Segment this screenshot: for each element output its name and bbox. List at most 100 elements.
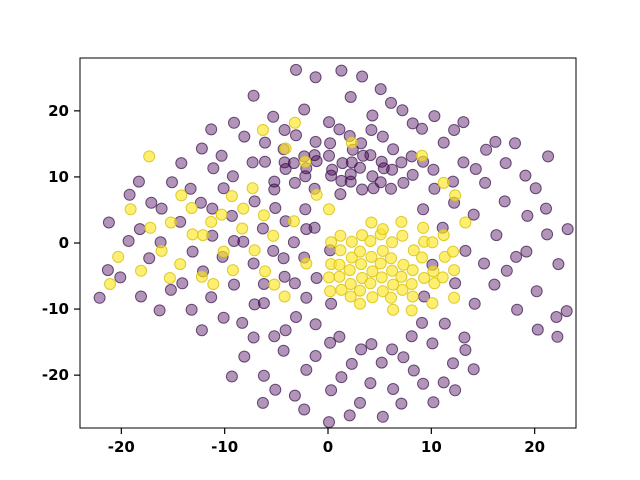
data-point-class-purple [336,157,349,170]
data-point-class-purple [480,143,493,156]
data-point-class-yellow [448,264,461,277]
data-point-class-yellow [197,229,209,242]
data-point-class-purple [542,150,555,163]
data-point-class-purple [509,137,521,150]
data-point-class-purple [236,316,249,329]
data-point-class-purple [226,170,239,183]
data-point-class-yellow [386,264,399,277]
data-point-class-purple [458,331,471,344]
data-point-class-purple [247,257,260,270]
data-point-class-yellow [395,215,408,228]
data-point-class-yellow [407,244,420,257]
data-point-class-yellow [396,229,409,242]
y-tick-label: 10 [48,168,69,186]
data-point-class-purple [490,229,503,242]
data-point-class-purple [405,330,418,343]
data-point-class-purple [397,351,410,364]
data-point-class-yellow [205,215,218,228]
data-point-class-purple [290,129,302,142]
data-point-class-purple [550,311,563,323]
y-tick-label: -20 [42,366,69,384]
data-point-class-purple [268,330,281,343]
data-point-class-yellow [365,250,378,263]
data-point-class-yellow [225,190,238,203]
data-point-class-purple [278,156,291,169]
data-point-class-purple [416,316,428,329]
data-point-class-yellow [376,223,389,236]
data-point-class-purple [132,175,145,188]
data-point-class-yellow [237,202,250,215]
data-point-class-purple [521,209,534,222]
x-tick-label: -20 [108,438,135,456]
data-point-class-purple [386,343,399,356]
data-point-class-purple [308,149,321,162]
data-point-class-purple [259,136,271,149]
data-point-class-yellow [387,303,400,316]
data-point-class-yellow [386,236,399,249]
data-point-class-purple [366,109,379,122]
data-point-class-purple [467,363,480,376]
data-point-class-yellow [144,221,157,234]
data-point-class-yellow [333,258,346,271]
data-point-class-purple [530,285,543,298]
data-point-class-purple [551,330,564,343]
data-point-class-purple [488,278,501,291]
data-point-class-yellow [376,244,389,257]
data-point-class-purple [385,182,397,195]
data-point-class-purple [334,188,347,201]
data-point-class-purple [93,291,106,304]
data-point-class-yellow [428,277,441,290]
data-point-class-purple [324,336,337,349]
y-tick-label: -10 [42,300,69,318]
data-point-class-purple [428,182,441,195]
data-point-class-purple [478,257,490,270]
data-point-class-purple [356,70,369,83]
data-point-class-yellow [354,297,366,310]
data-point-class-yellow [278,290,291,303]
data-point-class-purple [248,195,261,208]
data-point-class-purple [326,163,339,176]
data-point-class-purple [267,110,280,123]
data-point-class-purple [217,182,230,195]
data-point-class-purple [277,344,290,357]
data-point-class-yellow [344,290,357,303]
data-point-class-purple [237,235,250,248]
data-point-class-purple [225,370,238,383]
data-point-class-purple [374,83,387,96]
data-point-class-yellow [324,285,337,298]
data-point-class-yellow [185,202,198,214]
data-point-class-purple [206,202,219,215]
data-point-class-purple [448,124,461,136]
data-point-class-purple [153,304,166,317]
data-point-class-yellow [374,257,387,270]
data-point-class-purple [397,176,410,189]
x-tick-label: 20 [524,438,545,456]
data-point-class-purple [459,344,472,356]
data-point-class-yellow [268,278,281,291]
data-point-class-yellow [345,235,358,248]
data-point-class-yellow [437,176,450,189]
data-point-class-purple [406,117,419,130]
data-point-class-yellow [246,182,259,195]
data-point-class-purple [257,278,270,290]
data-point-class-purple [248,298,261,311]
data-point-class-purple [269,383,282,396]
data-point-class-purple [416,122,428,135]
data-point-class-yellow [376,285,389,298]
data-point-class-purple [278,124,291,136]
data-point-class-yellow [385,252,397,265]
data-point-class-yellow [300,257,313,270]
data-point-class-yellow [267,229,280,242]
data-point-class-purple [217,311,230,324]
data-point-class-purple [238,350,251,363]
data-point-class-purple [325,297,338,310]
data-point-class-purple [333,330,346,343]
data-point-class-yellow [287,215,300,228]
data-point-class-yellow [174,258,187,271]
data-point-class-purple [143,252,156,265]
x-tick-label: -10 [211,438,238,456]
data-point-class-purple [278,270,291,283]
data-point-class-yellow [334,229,347,242]
data-point-class-yellow [459,216,472,229]
